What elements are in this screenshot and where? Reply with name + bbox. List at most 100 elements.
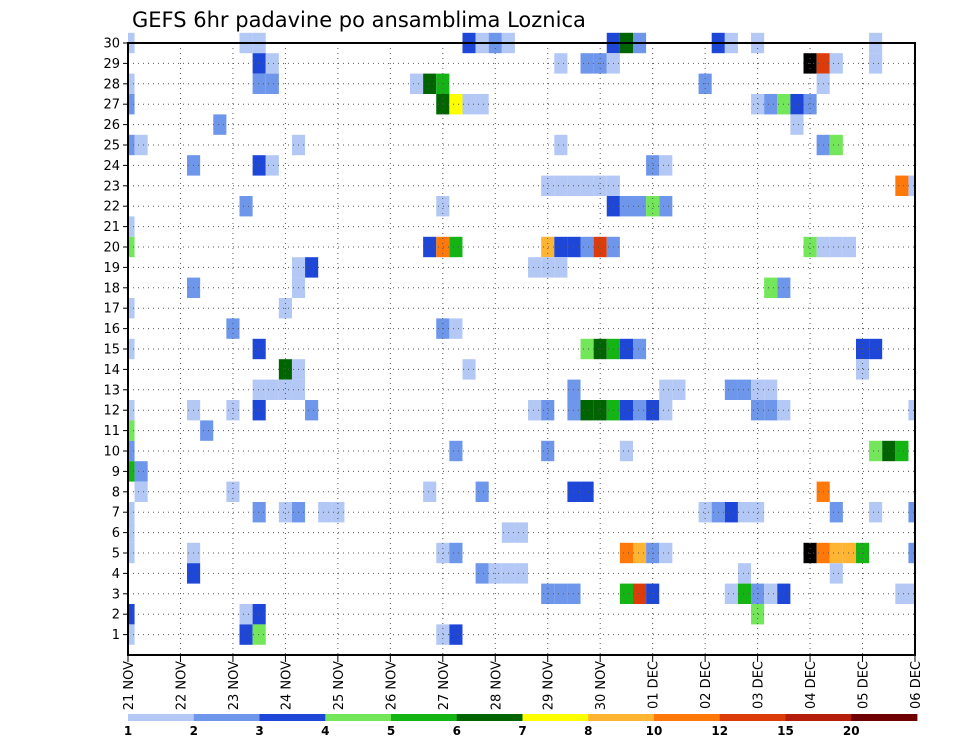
heatmap-cell xyxy=(580,338,594,360)
colorbar-label: 20 xyxy=(843,724,860,738)
heatmap-cell xyxy=(908,502,915,523)
heatmap-cell xyxy=(128,542,135,564)
y-tick-label: 8 xyxy=(112,485,120,500)
heatmap-cell xyxy=(265,155,279,176)
heatmap-cell xyxy=(436,196,450,217)
heatmap-cell xyxy=(475,94,489,115)
y-tick-label: 3 xyxy=(112,587,120,602)
heatmap-cell xyxy=(737,379,752,400)
heatmap-cell xyxy=(128,298,135,319)
heatmap-cell xyxy=(128,134,135,156)
heatmap-cell xyxy=(449,440,463,462)
heatmap-cell xyxy=(737,563,752,584)
heatmap-cell xyxy=(659,379,673,400)
heatmap-cell xyxy=(200,420,214,441)
heatmap-cell xyxy=(580,400,594,421)
heatmap-cell xyxy=(869,502,883,523)
x-tick-label: 21 NOV xyxy=(122,661,137,710)
heatmap-cell xyxy=(449,624,463,645)
y-tick-label: 10 xyxy=(103,445,120,460)
heatmap-cell xyxy=(265,53,279,74)
x-tick-label: 24 NOV xyxy=(279,661,294,710)
heatmap-cell xyxy=(239,196,253,217)
x-tick-label: 28 NOV xyxy=(489,661,504,710)
y-tick-label: 1 xyxy=(112,628,120,643)
y-tick-label: 6 xyxy=(112,526,120,541)
heatmap-cell xyxy=(128,440,135,462)
heatmap-cell xyxy=(724,379,738,400)
colorbar-swatch xyxy=(588,714,655,721)
x-axis: 21 NOV 22 NOV 23 NOV 24 NOV 25 NOV 26 NOV 27 N… xyxy=(122,655,924,710)
colorbar-swatch xyxy=(259,714,326,721)
heatmap-cell xyxy=(751,502,765,523)
heatmap-cell xyxy=(134,481,148,502)
heatmap-cell xyxy=(895,583,909,604)
heatmap-cell xyxy=(410,73,424,94)
colorbar-label: 7 xyxy=(518,724,526,738)
heatmap-cell xyxy=(646,400,660,421)
y-tick-label: 28 xyxy=(103,77,120,92)
heatmap-cell xyxy=(554,134,568,156)
colorbar-swatch xyxy=(522,714,589,721)
colorbar-swatch xyxy=(456,714,523,721)
heatmap-cell xyxy=(449,542,463,564)
x-tick-label: 27 NOV xyxy=(437,661,452,710)
y-tick-label: 18 xyxy=(103,281,120,296)
heatmap-cell xyxy=(593,400,607,421)
heatmap-cell xyxy=(318,502,332,523)
heatmap-cell xyxy=(619,400,633,421)
heatmap-cell xyxy=(908,583,915,604)
y-tick-label: 29 xyxy=(103,57,120,72)
heatmap-cell xyxy=(278,379,292,400)
heatmap-cell xyxy=(619,196,633,217)
heatmap-cell xyxy=(580,53,594,74)
x-tick-label: 30 NOV xyxy=(594,661,609,710)
heatmap-cell xyxy=(541,400,555,421)
colorbar-swatch xyxy=(654,714,721,721)
y-tick-label: 30 xyxy=(103,37,120,52)
colorbar-swatch xyxy=(719,714,786,721)
y-tick-label: 13 xyxy=(103,383,120,398)
colorbar-label: 2 xyxy=(190,724,198,738)
heatmap-cell xyxy=(659,542,673,564)
colorbar: 1 2 3 4 5 6 7 8 10 12 15 20 xyxy=(124,714,918,738)
heatmap-cell xyxy=(724,583,738,604)
heatmap-cell xyxy=(252,155,266,176)
colorbar-label: 8 xyxy=(584,724,592,738)
heatmap-cell xyxy=(128,236,135,258)
heatmap-cell xyxy=(554,583,568,604)
heatmap-cell xyxy=(436,624,450,645)
y-tick-label: 21 xyxy=(103,220,120,235)
heatmap-cell xyxy=(541,257,555,278)
heatmap-cell xyxy=(436,94,450,115)
heatmap-cell xyxy=(475,481,489,502)
heatmap-cell xyxy=(659,400,673,421)
x-tick-label: 04 DEC xyxy=(804,661,819,709)
heatmap-cell xyxy=(764,583,778,604)
heatmap-cell xyxy=(855,359,870,380)
heatmap-cell xyxy=(226,481,240,502)
chart-title: GEFS 6hr padavine po ansamblima Loznica xyxy=(132,8,586,32)
x-tick-label: 23 NOV xyxy=(227,661,242,710)
x-tick-label: 25 NOV xyxy=(332,661,347,710)
colorbar-swatch xyxy=(851,714,918,721)
heatmap-cell xyxy=(619,338,633,360)
heatmap-cell xyxy=(252,379,266,400)
heatmap-cell xyxy=(803,94,817,115)
y-tick-label: 7 xyxy=(112,506,120,521)
colorbar-swatch xyxy=(128,714,195,721)
heatmap-cell xyxy=(580,481,594,502)
heatmap-cell xyxy=(842,542,856,564)
heatmap-cell xyxy=(554,53,568,74)
y-tick-label: 23 xyxy=(103,179,120,194)
x-tick-label: 29 NOV xyxy=(542,661,557,710)
y-tick-label: 5 xyxy=(112,547,120,562)
x-tick-label: 05 DEC xyxy=(857,661,872,709)
heatmap-cell xyxy=(895,175,909,196)
heatmap-cell xyxy=(790,94,804,115)
colorbar-label: 6 xyxy=(453,724,461,738)
heatmap-cell xyxy=(619,440,633,462)
heatmap-cell xyxy=(239,604,253,625)
x-tick-label: 06 DEC xyxy=(909,661,924,709)
heatmap-cell xyxy=(908,175,915,196)
